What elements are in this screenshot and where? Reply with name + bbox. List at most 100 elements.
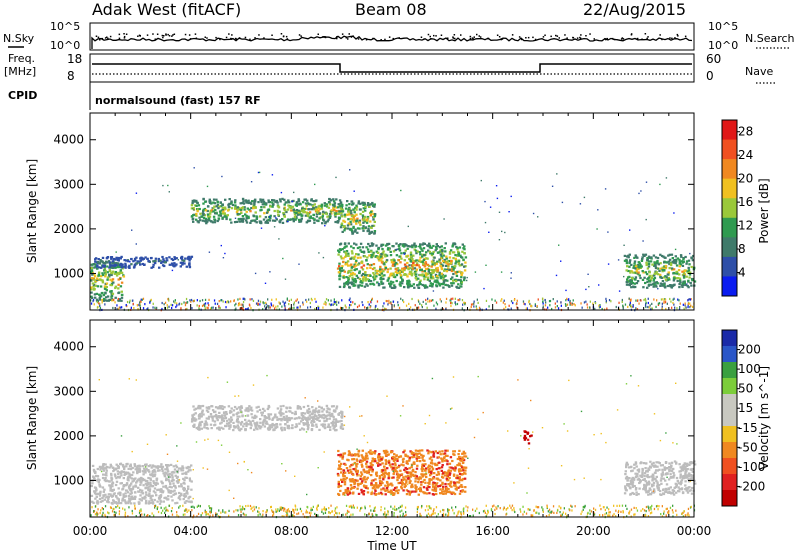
echo-cell <box>685 275 688 278</box>
echo-cell <box>415 488 418 492</box>
echo-cell <box>156 488 159 492</box>
echo-cell <box>396 491 400 495</box>
echo-cell <box>183 493 186 496</box>
clutter-cell <box>242 303 244 306</box>
clutter-cell <box>548 300 551 303</box>
echo-cell <box>431 252 434 255</box>
echo-cell <box>276 210 280 214</box>
echo-cell <box>394 462 397 465</box>
echo-cell <box>359 249 362 252</box>
echo-cell <box>257 405 260 408</box>
echo-cell <box>163 259 166 262</box>
echo-cell <box>395 242 398 245</box>
echo-cell <box>236 412 239 415</box>
clutter-cell <box>156 306 158 309</box>
echo-cell <box>322 423 325 426</box>
echo-cell <box>163 261 167 264</box>
clutter-cell <box>513 298 516 302</box>
echo-cell <box>93 477 96 480</box>
echo-cell <box>350 269 353 272</box>
echo-cell <box>237 426 240 429</box>
echo-cell <box>194 204 197 207</box>
echo-cell <box>90 286 93 289</box>
echo-cell <box>398 255 401 258</box>
date-title: 22/Aug/2015 <box>583 0 686 19</box>
echo-cell <box>212 210 215 213</box>
echo-cell <box>92 475 95 478</box>
echo-cell <box>682 276 686 279</box>
echo-cell <box>307 423 310 427</box>
echo-cell <box>363 203 366 206</box>
echo-cell <box>399 276 403 279</box>
echo-cell <box>410 466 413 469</box>
echo-cell <box>302 422 305 425</box>
clutter-cell <box>267 305 269 308</box>
echo-cell <box>202 213 205 216</box>
echo-cell <box>197 204 201 207</box>
echo-cell <box>425 273 428 277</box>
echo-cell <box>348 275 351 278</box>
echo-cell <box>361 279 365 282</box>
clutter-cell <box>651 302 653 305</box>
echo-cell <box>457 250 460 253</box>
echo-cell <box>140 477 143 480</box>
echo-cell <box>692 254 695 258</box>
cpid-row: CPID normalsound (fast) 157 RF <box>8 82 261 110</box>
speck-cell <box>579 203 582 205</box>
clutter-cell <box>161 307 163 311</box>
echo-cell <box>171 499 174 502</box>
echo-cell <box>421 253 424 256</box>
echo-cell <box>242 217 245 220</box>
echo-cell <box>329 415 332 418</box>
echo-cell <box>639 276 642 280</box>
nsky-dot <box>336 36 338 38</box>
clutter-cell <box>495 301 498 304</box>
echo-cell <box>382 449 386 453</box>
echo-cell <box>664 267 668 270</box>
echo-cell <box>290 209 293 212</box>
echo-cell <box>464 256 468 259</box>
clutter-cell <box>275 305 277 308</box>
echo-cell <box>99 285 103 288</box>
echo-cell <box>110 472 113 475</box>
clutter-cell <box>426 306 428 309</box>
echo-cell <box>214 410 217 413</box>
echo-cell <box>673 283 676 286</box>
echo-cell <box>373 492 376 495</box>
clutter-cell <box>284 301 287 304</box>
echo-cell <box>338 285 342 288</box>
echo-cell <box>329 215 332 218</box>
echo-cell <box>342 285 346 289</box>
clutter-cell <box>657 302 660 305</box>
echo-cell <box>268 418 271 421</box>
speck-cell <box>407 225 409 228</box>
echo-cell <box>98 266 101 269</box>
echo-cell <box>202 202 205 205</box>
echo-cell <box>453 484 456 487</box>
echo-cell <box>142 484 145 487</box>
echo-cell <box>401 278 404 281</box>
echo-cell <box>419 279 422 282</box>
echo-cell <box>205 423 209 426</box>
echo-cell <box>273 416 276 419</box>
clutter-cell <box>92 300 94 303</box>
echo-cell <box>363 201 366 204</box>
echo-cell <box>92 285 95 288</box>
echo-cell <box>141 492 145 495</box>
echo-cell <box>191 217 195 220</box>
clutter-cell <box>262 308 264 311</box>
clutter-cell <box>204 302 207 305</box>
nsky-dot <box>109 35 112 38</box>
echo-cell <box>118 299 121 302</box>
echo-cell <box>433 264 436 267</box>
clutter-cell <box>246 308 248 311</box>
echo-cell <box>416 284 419 287</box>
echo-cell <box>629 270 632 273</box>
echo-cell <box>144 479 148 482</box>
echo-cell <box>463 455 466 458</box>
echo-cell <box>628 260 631 263</box>
clutter-cell <box>386 300 388 303</box>
speck-cell <box>432 290 435 292</box>
echo-cell <box>199 405 202 408</box>
echo-cell <box>232 409 236 412</box>
